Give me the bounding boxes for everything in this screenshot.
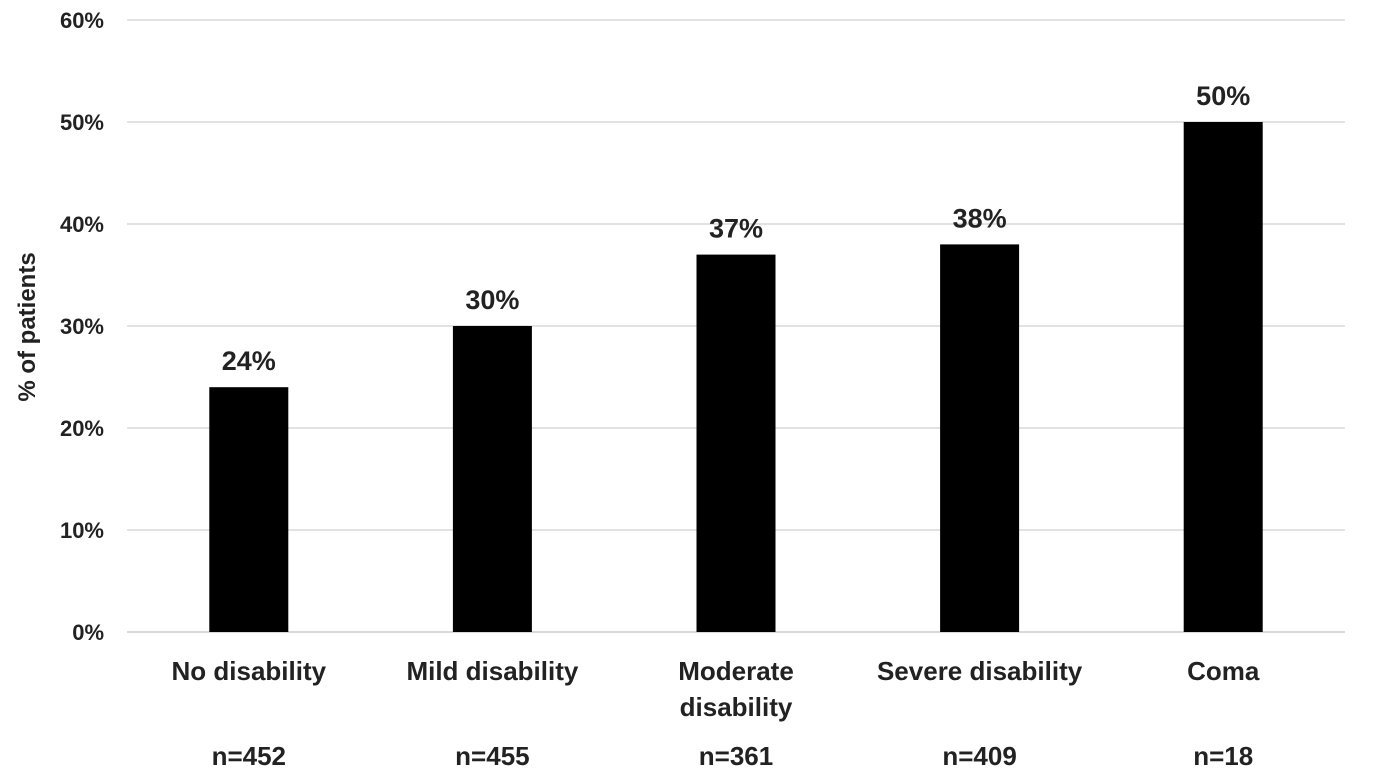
sample-size-label: n=452 [212,741,286,771]
x-category-label: No disability [172,656,327,686]
y-tick-label: 30% [60,314,104,339]
bar-value-label: 37% [709,214,763,244]
bar [696,254,776,632]
sample-size-label: n=18 [1193,741,1253,771]
x-category-label: Mild disability [406,656,578,686]
bar [940,244,1020,632]
bars [209,122,1263,632]
y-tick-label: 40% [60,212,104,237]
bar [209,387,289,632]
x-category-label: Coma [1187,656,1260,686]
y-tick-label: 10% [60,518,104,543]
y-tick-label: 20% [60,416,104,441]
y-tick-label: 0% [72,620,104,645]
bar [452,326,532,632]
sample-size-label: n=361 [699,741,773,771]
sample-size-labels: n=452 n=455 n=361 n=409 n=18 [212,741,1254,771]
bar [1183,122,1263,632]
bar-value-label: 24% [222,346,276,376]
bar-value-label: 50% [1196,81,1250,111]
sample-size-label: n=409 [942,741,1016,771]
bar-value-label: 38% [953,203,1007,233]
y-tick-label: 60% [60,8,104,33]
y-tick-label: 50% [60,110,104,135]
y-axis-ticks: 0% 10% 20% 30% 40% 50% 60% [60,8,104,645]
gridlines [127,19,1345,633]
x-category-label: Severe disability [877,656,1083,686]
sample-size-label: n=455 [455,741,529,771]
data-labels: 24% 30% 37% 38% 50% [222,81,1250,376]
x-category-label: Moderate disability [678,656,794,722]
y-axis-title: % of patients [14,252,41,401]
bar-value-label: 30% [465,285,519,315]
x-axis-categories: No disability Mild disability Moderate disa… [172,656,1260,722]
